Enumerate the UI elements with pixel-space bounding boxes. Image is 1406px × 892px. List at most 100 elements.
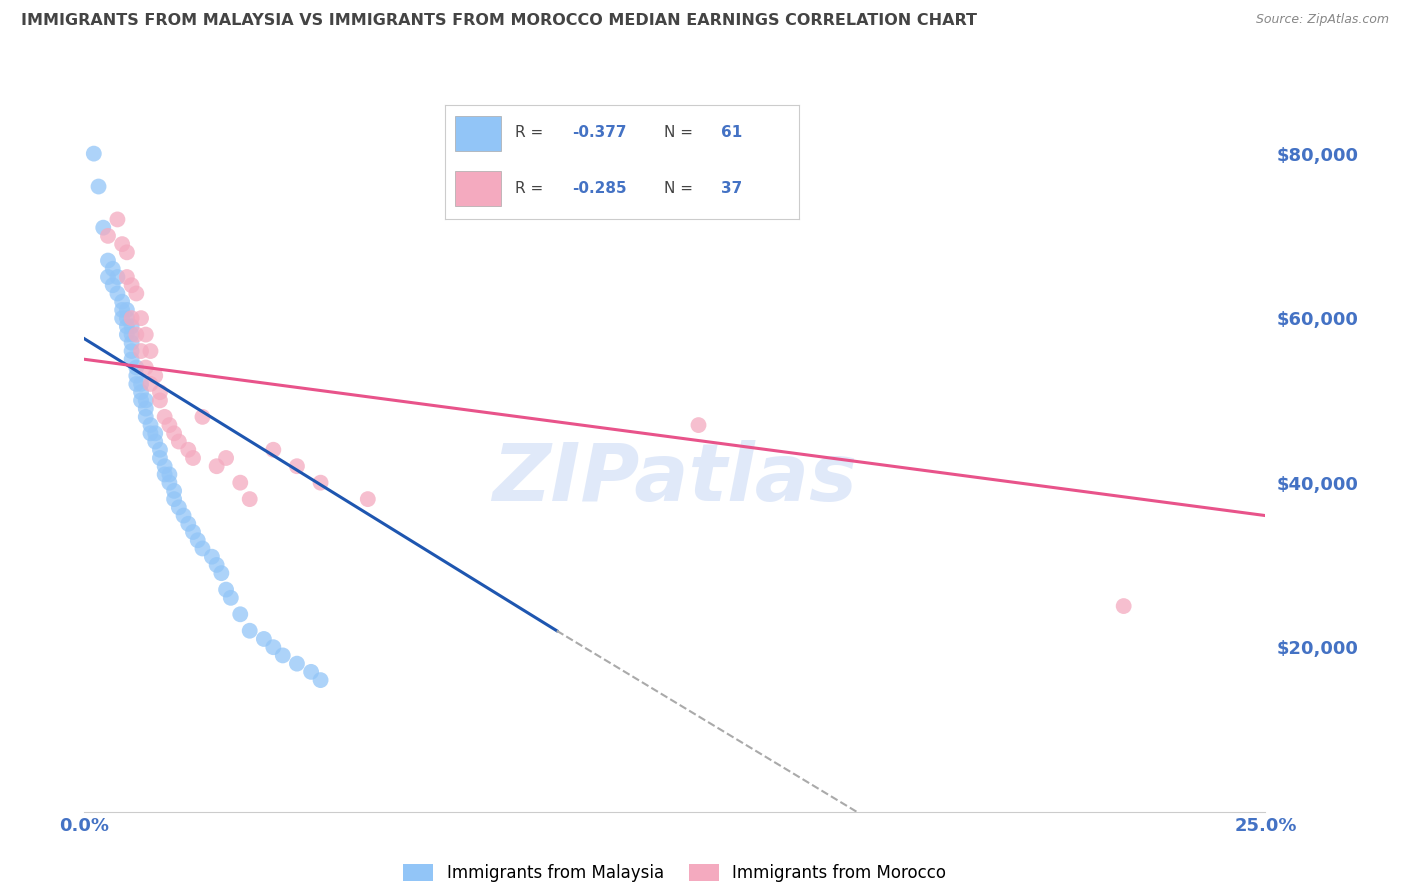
Point — [143, 368, 166, 383]
Text: IMMIGRANTS FROM MALAYSIA VS IMMIGRANTS FROM MOROCCO MEDIAN EARNINGS CORRELATION : IMMIGRANTS FROM MALAYSIA VS IMMIGRANTS F… — [21, 13, 977, 29]
Point — [167, 500, 190, 515]
Point — [149, 393, 172, 408]
Point — [125, 368, 148, 383]
Legend: Immigrants from Malaysia, Immigrants from Morocco: Immigrants from Malaysia, Immigrants fro… — [396, 857, 953, 888]
Point — [135, 409, 157, 424]
Point — [139, 418, 162, 433]
Point — [205, 558, 228, 572]
Point — [115, 319, 138, 334]
Point — [1112, 599, 1135, 613]
Point — [191, 541, 214, 556]
Point — [209, 566, 232, 581]
Point — [149, 385, 172, 400]
Point — [262, 640, 284, 655]
Point — [121, 335, 143, 350]
Point — [239, 624, 262, 638]
Point — [688, 418, 710, 433]
Point — [121, 311, 143, 326]
Point — [173, 508, 195, 523]
Point — [111, 302, 134, 317]
Point — [129, 344, 152, 359]
Point — [309, 673, 332, 687]
Point — [153, 459, 176, 474]
Point — [115, 302, 138, 317]
Point — [125, 327, 148, 342]
Point — [177, 516, 200, 531]
Point — [97, 253, 120, 268]
Point — [157, 467, 180, 482]
Point — [229, 607, 252, 622]
Point — [139, 426, 162, 441]
Text: Source: ZipAtlas.com: Source: ZipAtlas.com — [1256, 13, 1389, 27]
Point — [219, 591, 242, 605]
Point — [143, 434, 166, 449]
Point — [129, 385, 152, 400]
Point — [239, 492, 262, 507]
Point — [177, 442, 200, 457]
Point — [299, 665, 322, 679]
Point — [167, 434, 190, 449]
Point — [163, 492, 186, 507]
Point — [101, 278, 124, 293]
Point — [91, 220, 114, 235]
Point — [215, 450, 238, 465]
Point — [121, 327, 143, 342]
Point — [97, 270, 120, 285]
Point — [139, 344, 162, 359]
Point — [115, 311, 138, 326]
Point — [101, 261, 124, 276]
Point — [205, 459, 228, 474]
Point — [139, 376, 162, 391]
Point — [97, 228, 120, 243]
Point — [121, 278, 143, 293]
Point — [153, 467, 176, 482]
Point — [285, 657, 308, 671]
Point — [215, 582, 238, 597]
Point — [285, 459, 308, 474]
Point — [111, 237, 134, 252]
Point — [262, 442, 284, 457]
Text: ZIPatlas: ZIPatlas — [492, 440, 858, 517]
Point — [111, 294, 134, 309]
Point — [357, 492, 380, 507]
Point — [309, 475, 332, 490]
Point — [181, 450, 204, 465]
Point — [135, 401, 157, 416]
Point — [229, 475, 252, 490]
Point — [143, 426, 166, 441]
Point — [201, 549, 224, 564]
Point — [107, 212, 129, 227]
Point — [191, 409, 214, 424]
Point — [125, 360, 148, 375]
Point — [187, 533, 209, 548]
Point — [253, 632, 276, 646]
Point — [129, 376, 152, 391]
Point — [157, 418, 180, 433]
Point — [153, 409, 176, 424]
Point — [121, 344, 143, 359]
Point — [135, 327, 157, 342]
Point — [121, 319, 143, 334]
Point — [115, 270, 138, 285]
Point — [135, 360, 157, 375]
Point — [125, 376, 148, 391]
Point — [181, 524, 204, 539]
Point — [121, 352, 143, 367]
Point — [149, 442, 172, 457]
Point — [129, 311, 152, 326]
Point — [135, 393, 157, 408]
Point — [157, 475, 180, 490]
Point — [163, 483, 186, 498]
Point — [87, 179, 110, 194]
Point — [125, 286, 148, 301]
Point — [83, 146, 105, 161]
Point — [107, 286, 129, 301]
Point — [115, 245, 138, 260]
Point — [115, 327, 138, 342]
Point — [149, 450, 172, 465]
Point — [129, 393, 152, 408]
Point — [111, 311, 134, 326]
Point — [107, 270, 129, 285]
Point — [163, 426, 186, 441]
Point — [271, 648, 294, 663]
